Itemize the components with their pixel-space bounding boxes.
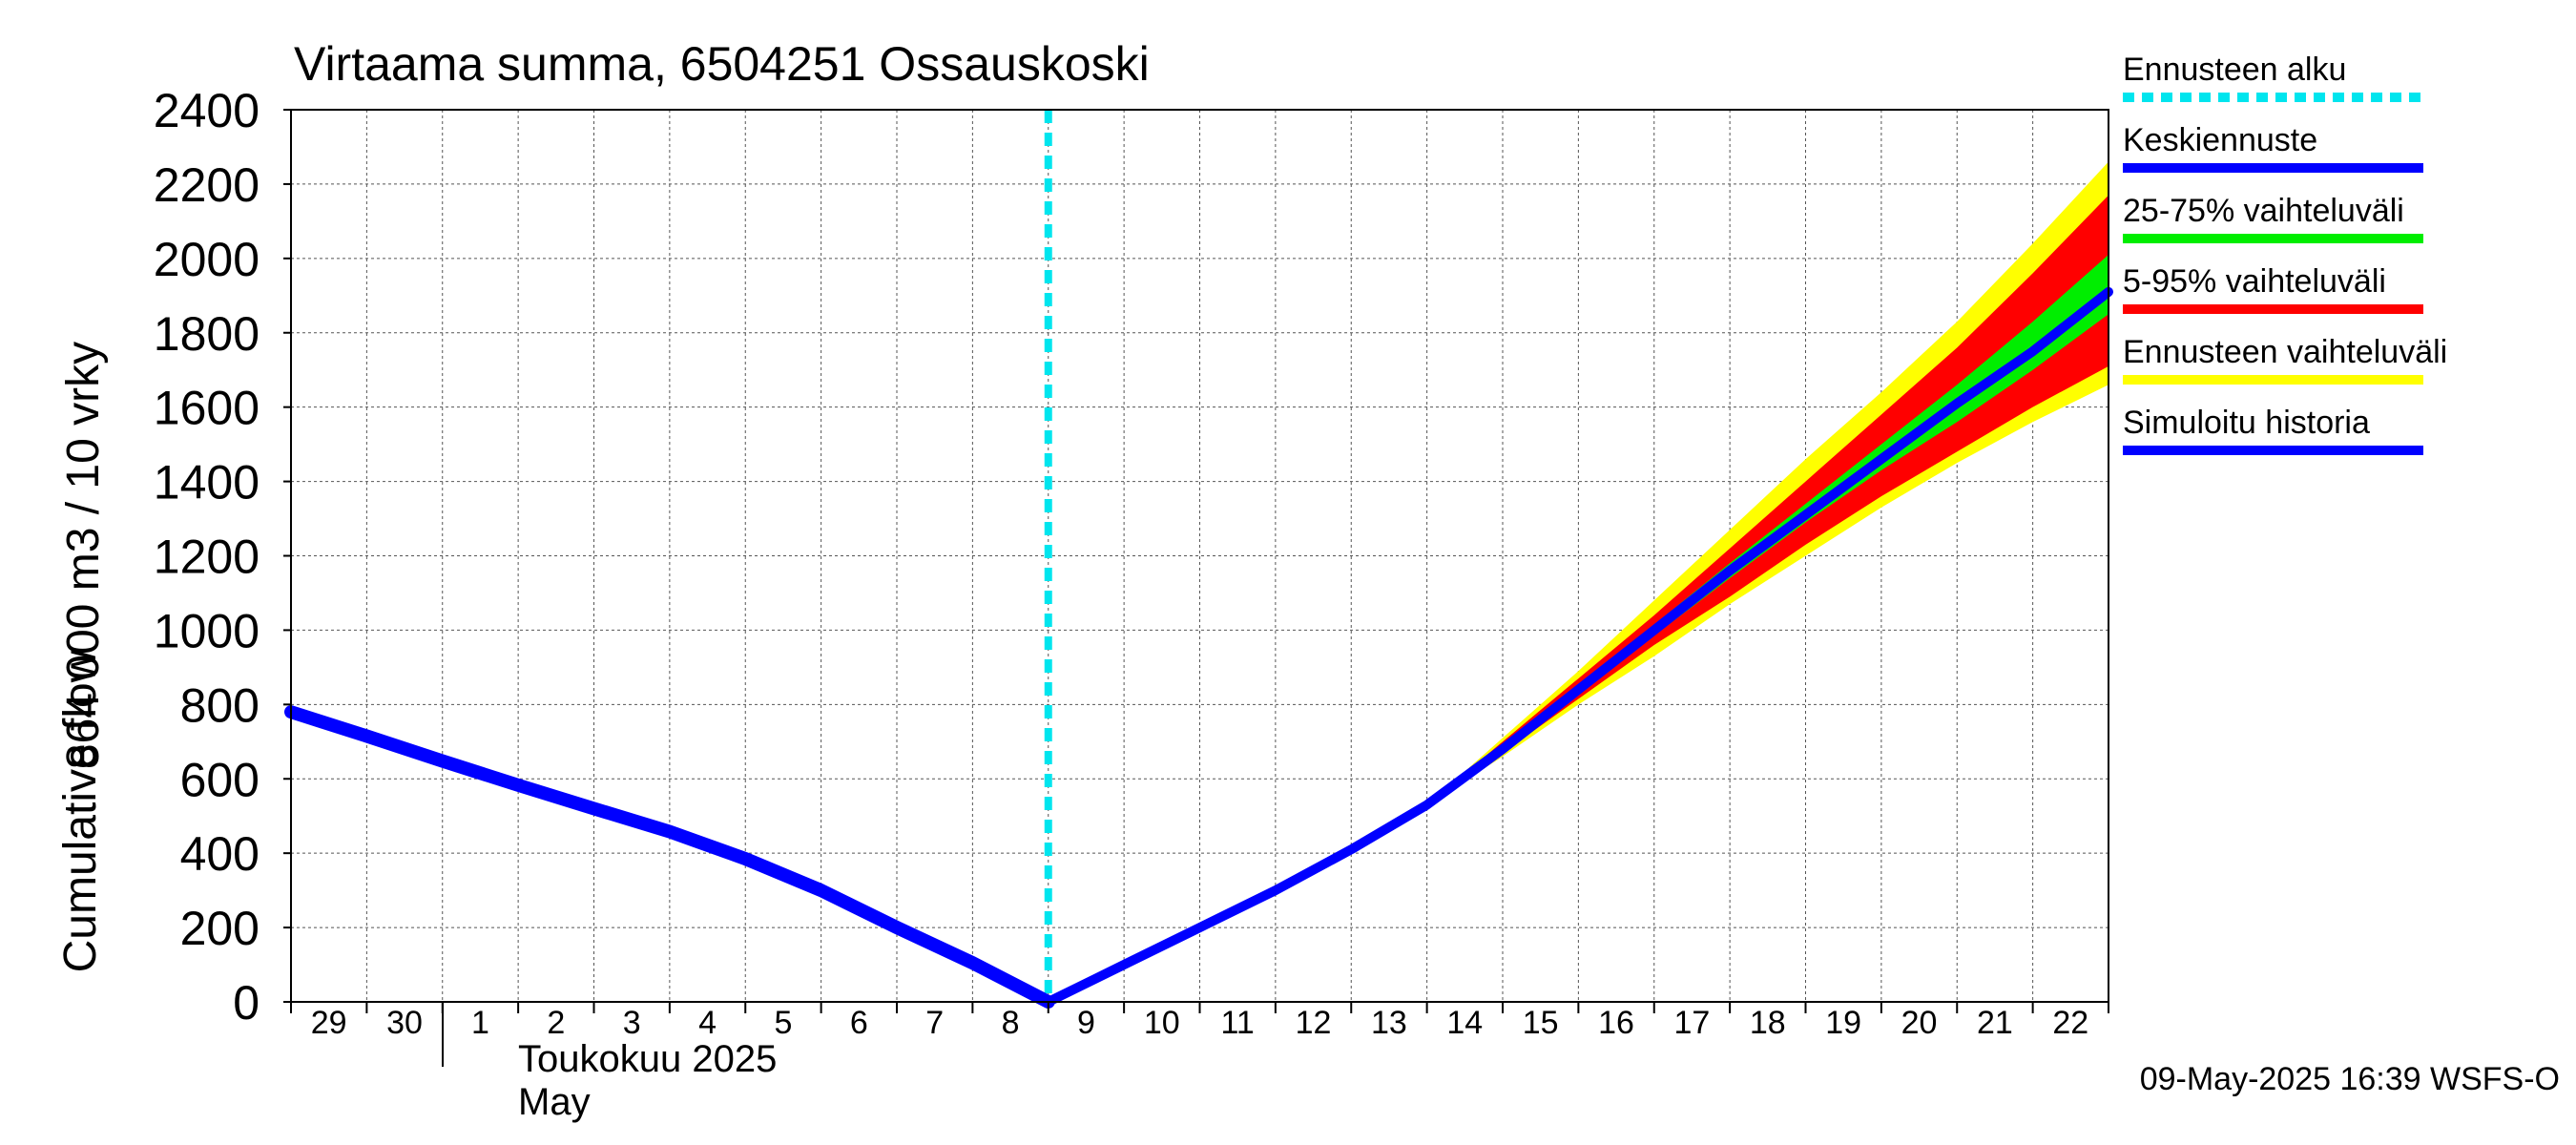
- month-label-en: May: [518, 1081, 591, 1123]
- y-tick-label: 200: [180, 902, 260, 955]
- grid-layer: [291, 110, 2109, 1002]
- chart-title: Virtaama summa, 6504251 Ossauskoski: [294, 37, 1150, 91]
- x-tick-label: 14: [1446, 1005, 1483, 1041]
- footer-timestamp: 09-May-2025 16:39 WSFS-O: [2140, 1061, 2560, 1097]
- x-tick-label: 29: [311, 1005, 347, 1041]
- legend-label: Keskiennuste: [2123, 122, 2317, 158]
- x-tick-label: 9: [1077, 1005, 1095, 1041]
- legend: Ennusteen alku Keskiennuste 25-75% vaihtel…: [2123, 52, 2447, 455]
- x-tick-label: 8: [1002, 1005, 1020, 1041]
- x-tick-label: 6: [850, 1005, 868, 1041]
- x-tick-label: 2: [547, 1005, 565, 1041]
- x-tick-label: 17: [1674, 1005, 1711, 1041]
- y-tick-label: 2000: [154, 233, 260, 286]
- legend-label: Simuloitu historia: [2123, 405, 2370, 441]
- x-tick-label: 11: [1221, 1005, 1255, 1041]
- month-label-fi: Toukokuu 2025: [518, 1038, 777, 1080]
- legend-label: Ennusteen alku: [2123, 52, 2346, 88]
- median-forecast-line: [1043, 286, 2113, 1007]
- x-tick-label: 12: [1296, 1005, 1332, 1041]
- y-tick-label: 1600: [154, 382, 260, 435]
- y-tick-label: 1000: [154, 604, 260, 657]
- plot-area: [284, 109, 2113, 1009]
- x-tick-label: 16: [1598, 1005, 1634, 1041]
- y-tick-label: 1800: [154, 307, 260, 361]
- x-tick-label: 1: [471, 1005, 489, 1041]
- y-tick-label: 2400: [154, 84, 260, 137]
- y-axis-label-units: 864 000 m3 / 10 vrky: [58, 342, 109, 769]
- x-tick-label: 19: [1825, 1005, 1861, 1041]
- x-tick-label: 15: [1523, 1005, 1559, 1041]
- x-tick-label: 30: [386, 1005, 423, 1041]
- y-tick-label: 0: [233, 976, 260, 1030]
- y-tick-label: 600: [180, 753, 260, 806]
- y-axis: 0 200 400 600 800 1000 1200 1400 1600 1800 2000 220…: [154, 84, 291, 1030]
- y-tick-label: 800: [180, 678, 260, 732]
- y-tick-label: 1200: [154, 531, 260, 584]
- x-tick-label: 7: [925, 1005, 944, 1041]
- history-line: [284, 705, 1055, 1009]
- x-tick-label: 21: [1977, 1005, 2013, 1041]
- x-axis: 29 30 1 2 3 4 5 6 7 8 9 10 11 12 13 14 15 16 17 18 19 20 21 22: [290, 1002, 2109, 1041]
- x-tick-label: 3: [623, 1005, 641, 1041]
- y-tick-label: 1400: [154, 456, 260, 510]
- y-axis-label-name: Cumulative flow: [55, 649, 106, 972]
- x-tick-label: 4: [698, 1005, 717, 1041]
- legend-label: 25-75% vaihteluväli: [2123, 193, 2404, 229]
- x-tick-label: 5: [774, 1005, 792, 1041]
- x-tick-label: 22: [2052, 1005, 2088, 1041]
- x-tick-label: 20: [1901, 1005, 1938, 1041]
- x-tick-label: 18: [1750, 1005, 1786, 1041]
- line-layer: [284, 110, 2113, 1009]
- y-tick-label: 2200: [154, 158, 260, 212]
- x-tick-label: 13: [1371, 1005, 1407, 1041]
- legend-label: 5-95% vaihteluväli: [2123, 263, 2386, 300]
- legend-label: Ennusteen vaihteluväli: [2123, 334, 2447, 370]
- y-tick-label: 400: [180, 827, 260, 881]
- x-tick-label: 10: [1144, 1005, 1180, 1041]
